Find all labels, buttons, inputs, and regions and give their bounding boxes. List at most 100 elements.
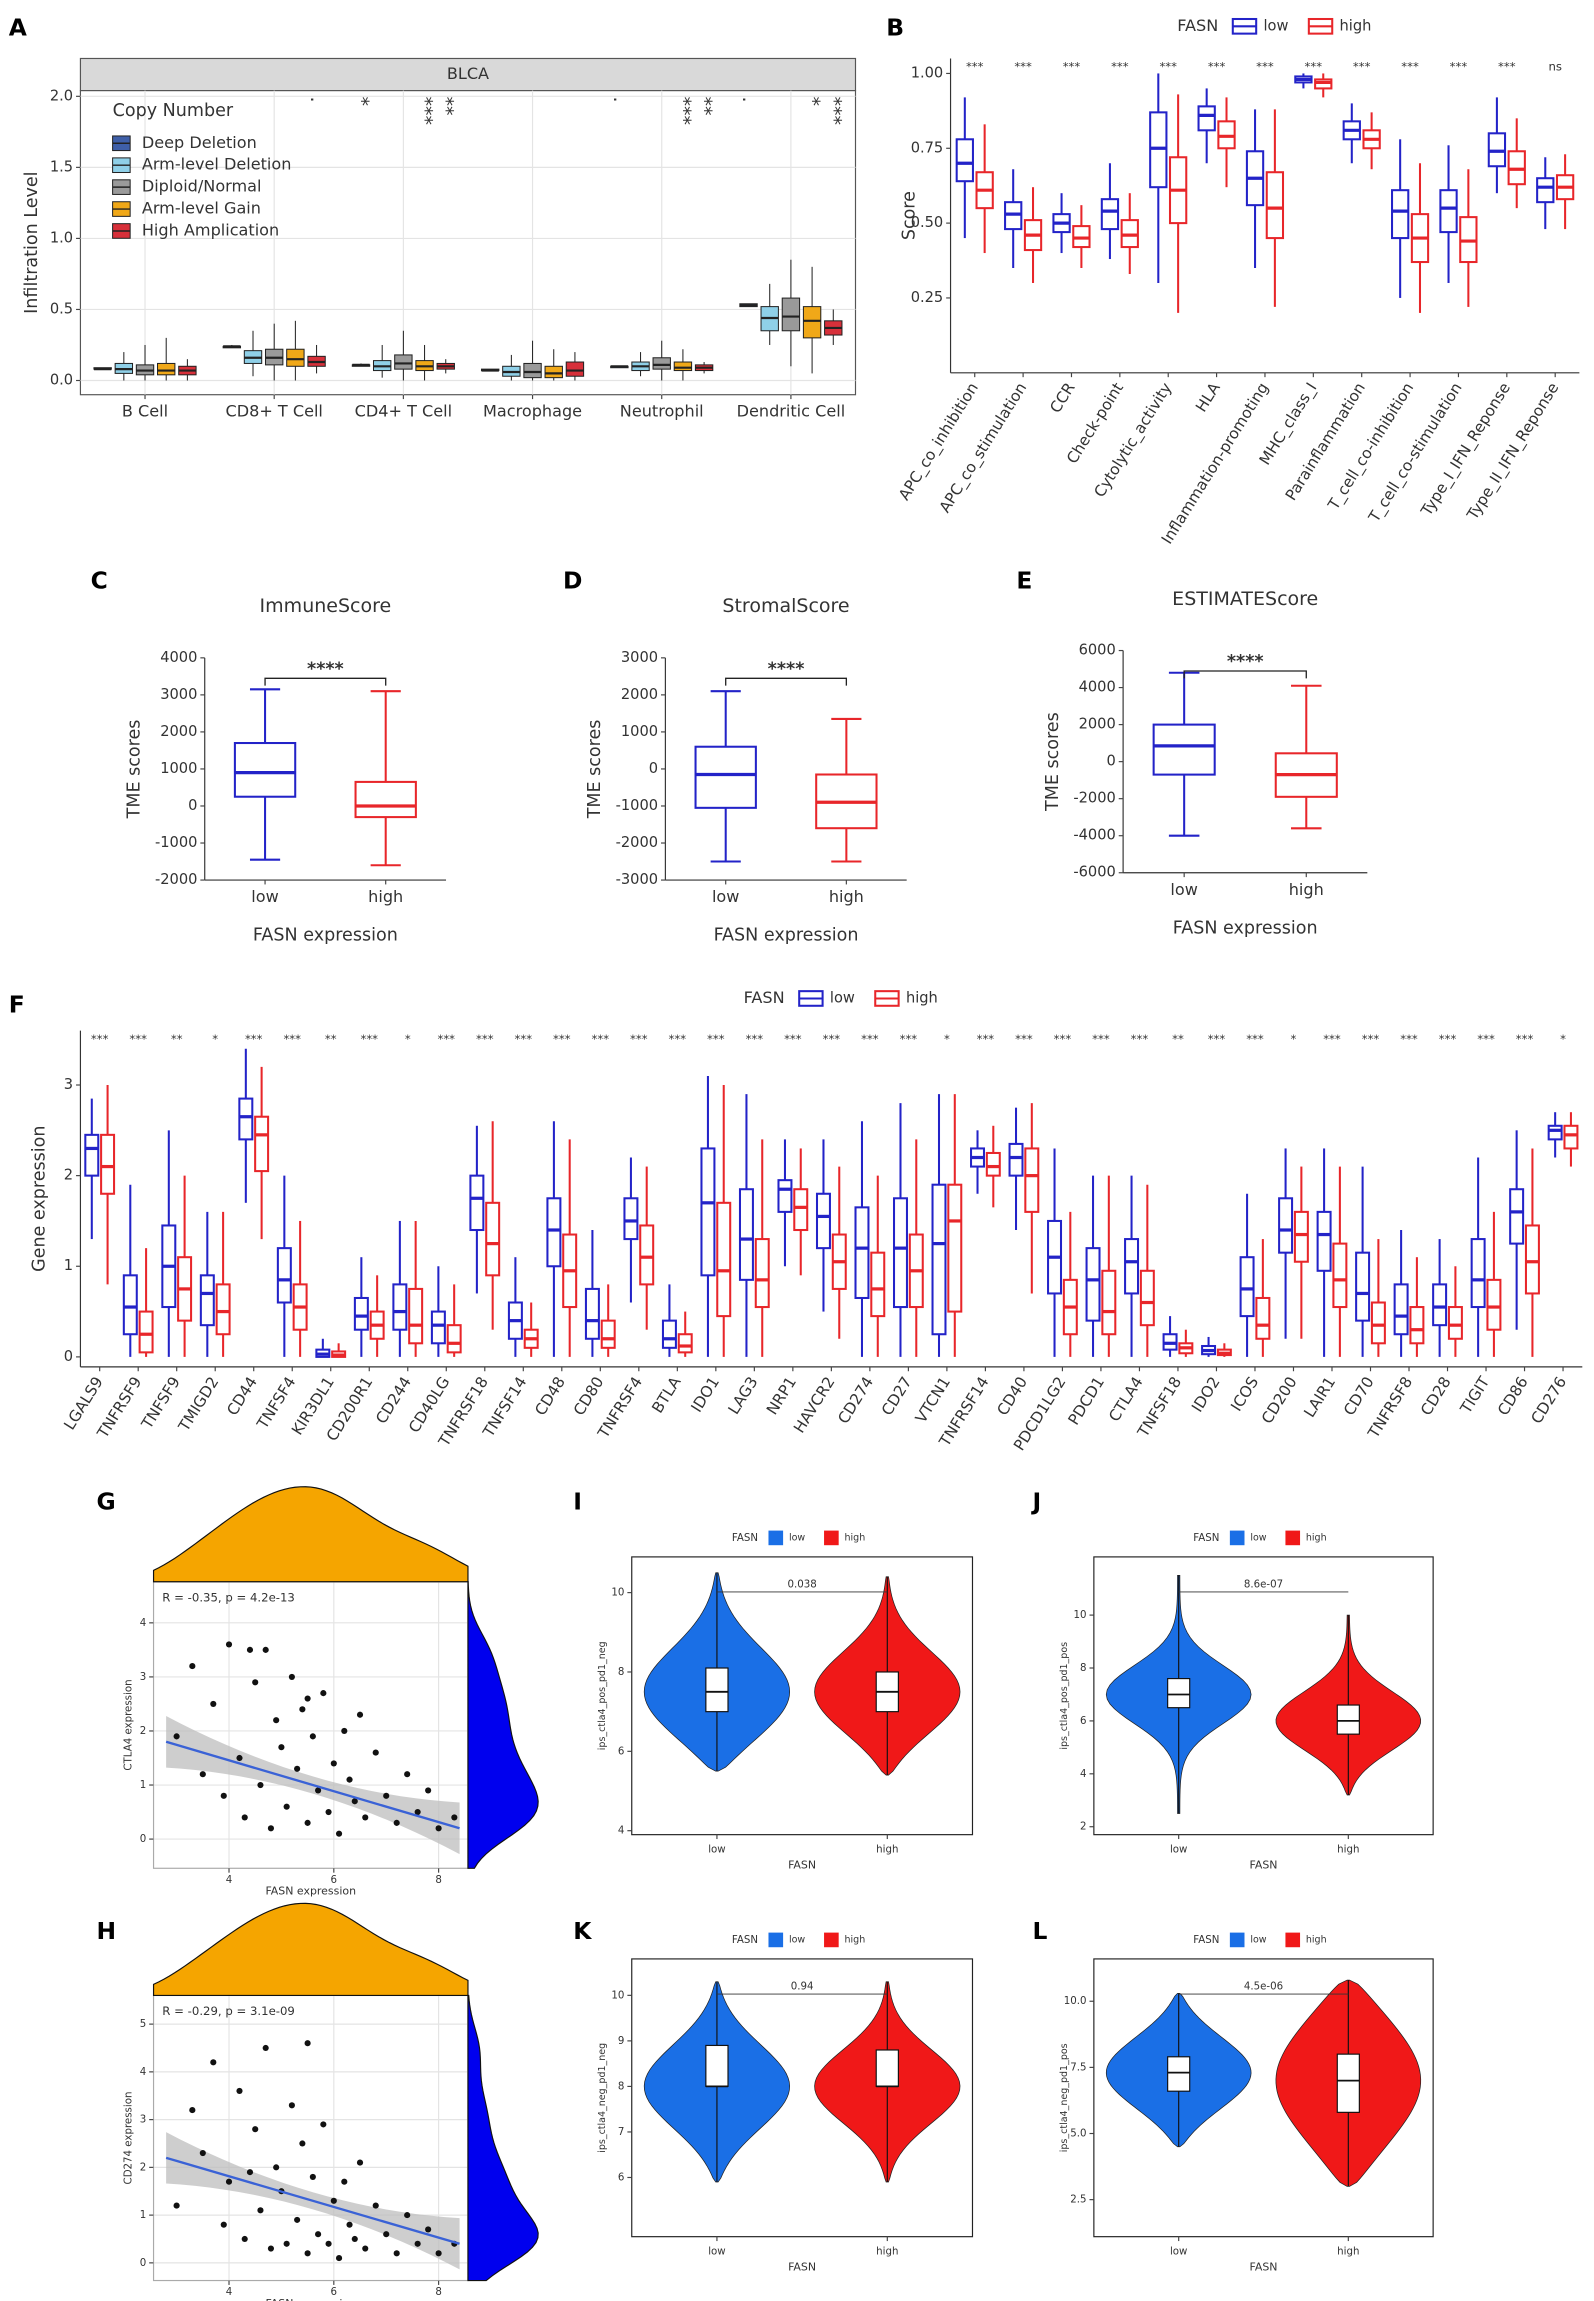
legend-title: FASN (1193, 1935, 1219, 1946)
significance: *** (1305, 60, 1323, 74)
y-tick-label: -2000 (616, 834, 658, 851)
box (1167, 2056, 1191, 2092)
point (320, 1690, 327, 1697)
y-axis-title: Gene expression (29, 1126, 49, 1272)
significance: ** (171, 1032, 183, 1046)
y-tick-label: 2 (1080, 1822, 1087, 1833)
significance: *** (1131, 1032, 1149, 1046)
panel-letter: G (97, 1487, 116, 1515)
x-tick-label: Inflammation-promoting (1158, 379, 1272, 547)
box (485, 1201, 501, 1277)
box (1255, 1296, 1271, 1340)
box (815, 1192, 831, 1250)
point (341, 2178, 348, 2185)
point (356, 2159, 364, 2166)
strip-label: BLCA (447, 64, 489, 83)
density-top (152, 1486, 469, 1583)
significance: * (1560, 1032, 1566, 1046)
legend-label: high (1306, 1934, 1327, 1945)
box (523, 362, 542, 379)
point (393, 1819, 400, 1826)
box (238, 1097, 254, 1141)
significance: *** (438, 1032, 456, 1046)
significance: *** (900, 1032, 918, 1046)
point (372, 2202, 379, 2209)
panel-letter: C (91, 566, 108, 594)
point (173, 2202, 180, 2209)
significance: *** (1159, 60, 1177, 74)
x-tick-label: CD276 (1528, 1374, 1571, 1427)
x-tick-label: HLA (1192, 379, 1224, 415)
p-value: 0.038 (787, 1580, 816, 1591)
point (189, 1663, 196, 1670)
point (304, 1695, 311, 1702)
x-tick-label: Type_II_IFN_Reponse (1463, 379, 1563, 524)
significance: *** (672, 96, 694, 124)
point (404, 2212, 411, 2219)
y-tick-label: 0 (1107, 753, 1116, 770)
significance: *** (823, 1032, 841, 1046)
legend-label: Arm-level Gain (142, 199, 261, 218)
legend-swatch (1285, 1530, 1301, 1546)
x-tick-label: CD44 (223, 1374, 261, 1419)
significance: *** (823, 96, 845, 124)
y-tick-label: 4 (1080, 1769, 1087, 1780)
box (705, 1667, 729, 1713)
significance: *** (1323, 1032, 1341, 1046)
point (283, 1803, 290, 1810)
x-axis-title: FASN (788, 1858, 816, 1871)
significance: *** (1439, 1032, 1457, 1046)
legend-label: low (789, 1934, 805, 1945)
significance: *** (553, 1032, 571, 1046)
box (716, 1201, 732, 1318)
point (383, 2231, 390, 2238)
significance: ** (1172, 1032, 1184, 1046)
p-value: 0.94 (791, 1982, 814, 1993)
y-tick-label: -1000 (155, 834, 197, 851)
box (1370, 1301, 1386, 1345)
significance: *** (1014, 60, 1032, 74)
legend-label: high (1340, 17, 1372, 34)
y-tick-label: -2000 (155, 871, 197, 888)
box (623, 1197, 639, 1241)
point (189, 2106, 196, 2114)
y-tick-label: 2.0 (50, 87, 73, 104)
legend-title: FASN (1177, 16, 1218, 35)
y-tick-label: 4 (618, 1826, 625, 1837)
panel-letter: D (563, 566, 582, 594)
x-tick-label: high (876, 2246, 898, 2257)
box (1509, 1188, 1525, 1245)
box (286, 348, 305, 367)
box (276, 1247, 292, 1304)
box (875, 2049, 899, 2087)
point (320, 2121, 327, 2128)
y-axis-title: CD274 expression (124, 2092, 135, 2185)
point (241, 1814, 248, 1821)
point (372, 1749, 379, 1756)
box (781, 297, 801, 332)
point (362, 2245, 369, 2252)
box (1391, 189, 1410, 240)
panel-letter: H (97, 1917, 117, 1945)
point (288, 2102, 295, 2109)
point (315, 2231, 322, 2238)
significance: *** (1208, 60, 1226, 74)
point (393, 2250, 400, 2257)
regression-line (165, 1740, 460, 1830)
x-tick-label: B Cell (122, 402, 168, 421)
legend-label: Deep Deletion (142, 133, 257, 152)
significance: *** (1054, 1032, 1072, 1046)
significance: ** (694, 96, 716, 115)
density-right (467, 1581, 539, 1869)
y-tick-label: 0 (188, 797, 197, 814)
significance: ns (1548, 60, 1562, 74)
box (802, 306, 822, 339)
box (544, 365, 563, 379)
x-tick-label: high (1289, 880, 1324, 899)
x-tick-label: low (1170, 2246, 1187, 2257)
box (1332, 1242, 1348, 1309)
point (346, 2221, 353, 2228)
significance: * (351, 96, 373, 105)
x-tick-label: high (876, 1844, 898, 1855)
